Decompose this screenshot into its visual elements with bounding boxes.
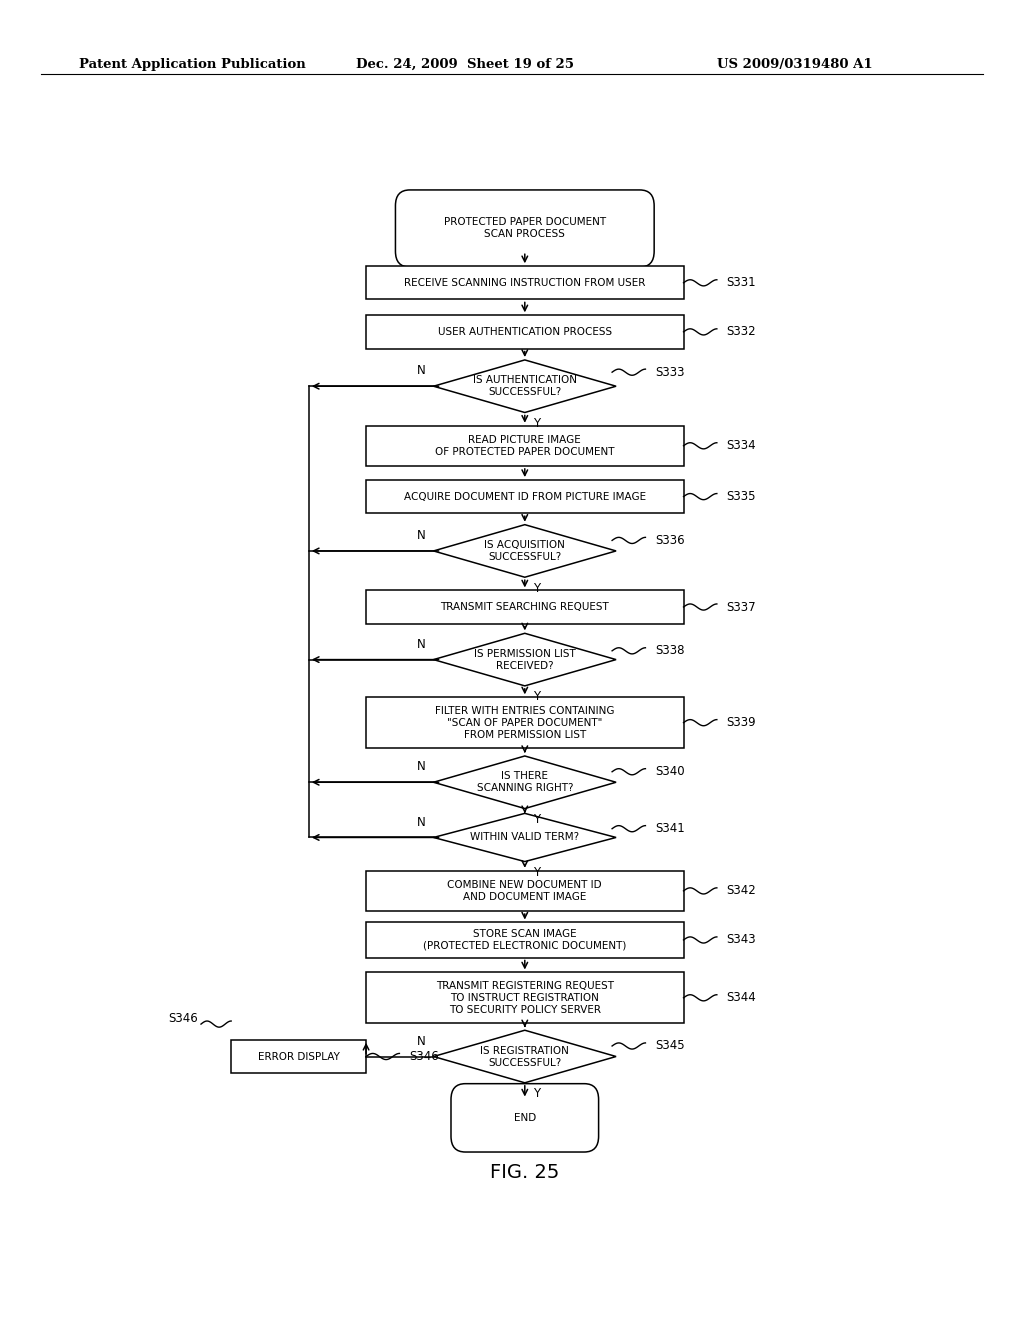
Text: S341: S341 [655,822,685,836]
Text: STORE SCAN IMAGE
(PROTECTED ELECTRONIC DOCUMENT): STORE SCAN IMAGE (PROTECTED ELECTRONIC D… [423,929,627,950]
Polygon shape [433,634,616,686]
FancyBboxPatch shape [367,871,684,911]
Polygon shape [433,813,616,862]
Text: S338: S338 [655,644,684,657]
Text: S336: S336 [655,533,685,546]
Text: Y: Y [532,813,540,826]
FancyBboxPatch shape [367,590,684,623]
Polygon shape [433,524,616,577]
Text: TRANSMIT REGISTERING REQUEST
TO INSTRUCT REGISTRATION
TO SECURITY POLICY SERVER: TRANSMIT REGISTERING REQUEST TO INSTRUCT… [436,981,613,1015]
Text: TRANSMIT SEARCHING REQUEST: TRANSMIT SEARCHING REQUEST [440,602,609,612]
Text: S339: S339 [726,717,756,729]
Polygon shape [433,360,616,413]
Text: S345: S345 [655,1039,685,1052]
Text: END: END [514,1113,536,1123]
Text: COMBINE NEW DOCUMENT ID
AND DOCUMENT IMAGE: COMBINE NEW DOCUMENT ID AND DOCUMENT IMA… [447,880,602,902]
Text: S333: S333 [655,366,684,379]
Text: S346: S346 [409,1049,438,1063]
Text: N: N [417,1035,426,1048]
Polygon shape [433,756,616,809]
Text: WITHIN VALID TERM?: WITHIN VALID TERM? [470,833,580,842]
Text: USER AUTHENTICATION PROCESS: USER AUTHENTICATION PROCESS [437,327,612,337]
Text: S343: S343 [726,933,756,946]
Polygon shape [433,1030,616,1082]
Text: Y: Y [532,1088,540,1100]
FancyBboxPatch shape [367,315,684,348]
Text: Y: Y [532,866,540,879]
FancyBboxPatch shape [367,697,684,748]
Text: S335: S335 [726,490,756,503]
Text: S332: S332 [726,326,756,338]
Text: N: N [417,529,426,543]
Text: Y: Y [532,417,540,430]
Text: IS AUTHENTICATION
SUCCESSFUL?: IS AUTHENTICATION SUCCESSFUL? [473,375,577,397]
Text: N: N [417,816,426,829]
FancyBboxPatch shape [231,1040,367,1073]
Text: S340: S340 [655,766,685,779]
Text: FILTER WITH ENTRIES CONTAINING
"SCAN OF PAPER DOCUMENT"
FROM PERMISSION LIST: FILTER WITH ENTRIES CONTAINING "SCAN OF … [435,706,614,739]
Text: US 2009/0319480 A1: US 2009/0319480 A1 [717,58,872,71]
Text: FIG. 25: FIG. 25 [490,1163,559,1181]
FancyBboxPatch shape [451,1084,599,1152]
Text: ERROR DISPLAY: ERROR DISPLAY [258,1052,340,1061]
Text: Y: Y [532,582,540,594]
Text: S346: S346 [168,1012,198,1026]
FancyBboxPatch shape [367,267,684,300]
Text: N: N [417,364,426,378]
Text: N: N [417,760,426,774]
Text: S342: S342 [726,884,756,898]
Text: S334: S334 [726,440,756,453]
FancyBboxPatch shape [395,190,654,267]
Text: S331: S331 [726,276,756,289]
Text: RECEIVE SCANNING INSTRUCTION FROM USER: RECEIVE SCANNING INSTRUCTION FROM USER [404,277,645,288]
Text: S344: S344 [726,991,756,1005]
Text: IS THERE
SCANNING RIGHT?: IS THERE SCANNING RIGHT? [476,771,573,793]
Text: IS ACQUISITION
SUCCESSFUL?: IS ACQUISITION SUCCESSFUL? [484,540,565,562]
Text: READ PICTURE IMAGE
OF PROTECTED PAPER DOCUMENT: READ PICTURE IMAGE OF PROTECTED PAPER DO… [435,434,614,457]
Text: Patent Application Publication: Patent Application Publication [79,58,305,71]
Text: Y: Y [532,690,540,704]
Text: IS REGISTRATION
SUCCESSFUL?: IS REGISTRATION SUCCESSFUL? [480,1045,569,1068]
Text: S337: S337 [726,601,756,614]
FancyBboxPatch shape [367,425,684,466]
Text: Dec. 24, 2009  Sheet 19 of 25: Dec. 24, 2009 Sheet 19 of 25 [356,58,574,71]
FancyBboxPatch shape [367,923,684,957]
Text: ACQUIRE DOCUMENT ID FROM PICTURE IMAGE: ACQUIRE DOCUMENT ID FROM PICTURE IMAGE [403,491,646,502]
Text: N: N [417,638,426,651]
FancyBboxPatch shape [367,973,684,1023]
Text: PROTECTED PAPER DOCUMENT
SCAN PROCESS: PROTECTED PAPER DOCUMENT SCAN PROCESS [443,218,606,239]
FancyBboxPatch shape [367,480,684,513]
Text: IS PERMISSION LIST
RECEIVED?: IS PERMISSION LIST RECEIVED? [474,648,575,671]
